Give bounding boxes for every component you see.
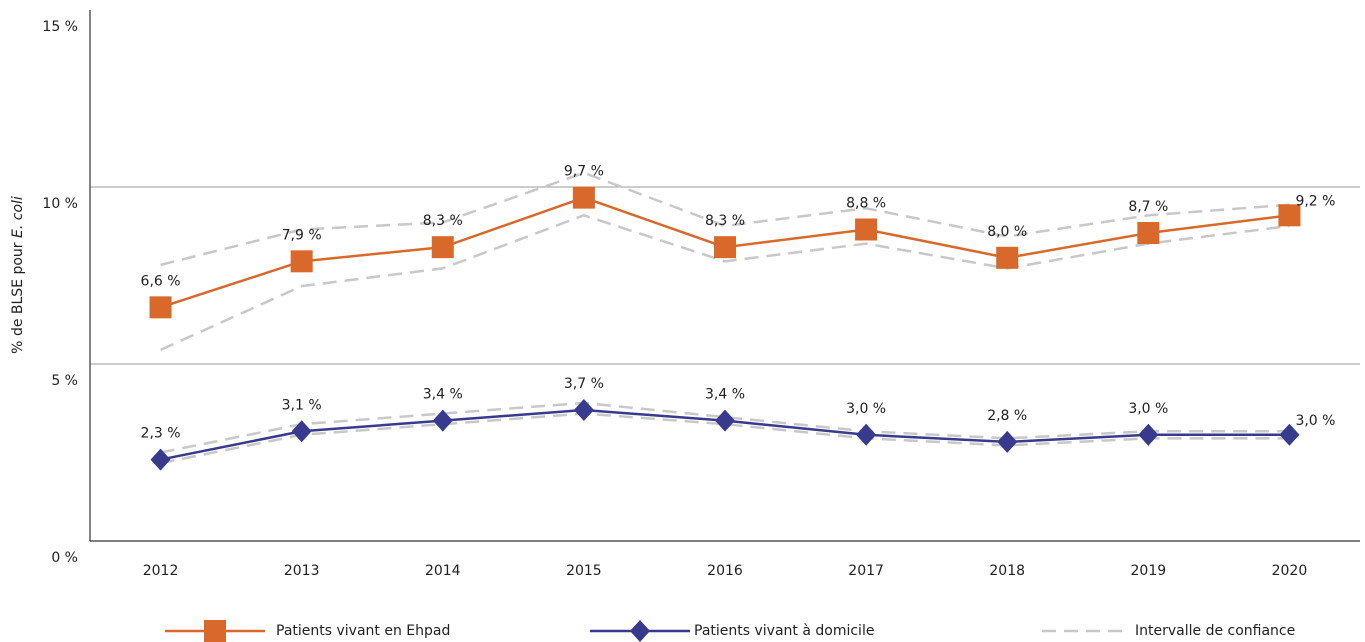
marker xyxy=(996,246,1019,269)
data-label: 9,2 % xyxy=(1295,193,1335,209)
marker xyxy=(149,296,172,319)
data-label: 2,3 % xyxy=(141,426,181,442)
data-label: 3,7 % xyxy=(564,376,604,392)
y-axis-label: % de BLSE pour E. coli xyxy=(10,196,26,354)
marker xyxy=(431,236,454,259)
data-label: 2,8 % xyxy=(987,408,1027,424)
data-label: 3,0 % xyxy=(1295,413,1335,429)
confidence-line xyxy=(160,401,1290,454)
y-tick-label: 5 % xyxy=(51,373,78,389)
y-tick-label: 0 % xyxy=(51,550,78,566)
marker xyxy=(432,409,453,432)
data-label: 6,6 % xyxy=(141,273,181,289)
x-tick-label: 2016 xyxy=(707,563,743,579)
marker xyxy=(1279,423,1300,446)
data-label: 9,7 % xyxy=(564,164,604,180)
x-tick-label: 2014 xyxy=(425,563,461,579)
marker xyxy=(715,409,735,432)
x-tick-label: 2020 xyxy=(1272,563,1308,579)
data-label: 3,0 % xyxy=(846,401,886,417)
data-label: 3,4 % xyxy=(423,387,463,403)
marker xyxy=(997,430,1018,453)
x-tick-label: 2018 xyxy=(989,563,1025,579)
marker xyxy=(1137,222,1160,245)
marker xyxy=(150,448,171,471)
data-label: 7,9 % xyxy=(282,227,322,243)
x-tick-label: 2017 xyxy=(848,563,884,579)
legend-label: Intervalle de confiance xyxy=(1135,623,1295,639)
x-tick-label: 2013 xyxy=(284,563,320,579)
marker xyxy=(856,423,877,446)
marker xyxy=(290,250,313,273)
confidence-line xyxy=(160,213,1290,351)
marker xyxy=(291,420,312,443)
data-label: 3,1 % xyxy=(282,397,322,413)
data-label: 8,7 % xyxy=(1128,199,1168,215)
y-tick-label: 10 % xyxy=(42,196,78,212)
y-tick-label: 15 % xyxy=(42,19,78,35)
marker xyxy=(572,186,595,209)
confidence-line xyxy=(160,171,1290,267)
data-label: 8,3 % xyxy=(705,213,745,229)
marker xyxy=(573,399,594,422)
x-tick-label: 2015 xyxy=(566,563,602,579)
x-tick-label: 2019 xyxy=(1131,563,1167,579)
y-axis-label-italic: E. coli xyxy=(10,196,26,238)
legend-label: Patients vivant en Ehpad xyxy=(276,623,450,639)
marker xyxy=(630,620,650,642)
marker xyxy=(1138,423,1159,446)
marker xyxy=(1278,204,1301,227)
data-label: 8,8 % xyxy=(846,195,886,211)
data-label: 3,0 % xyxy=(1128,401,1168,417)
data-label: 8,3 % xyxy=(423,213,463,229)
x-tick-label: 2012 xyxy=(143,563,179,579)
y-axis-label-text: % de BLSE pour xyxy=(10,238,26,354)
marker xyxy=(714,236,736,259)
data-label: 8,0 % xyxy=(987,224,1027,240)
marker xyxy=(204,620,226,642)
data-label: 3,4 % xyxy=(705,387,745,403)
legend-label: Patients vivant à domicile xyxy=(694,623,874,639)
marker xyxy=(855,218,878,241)
